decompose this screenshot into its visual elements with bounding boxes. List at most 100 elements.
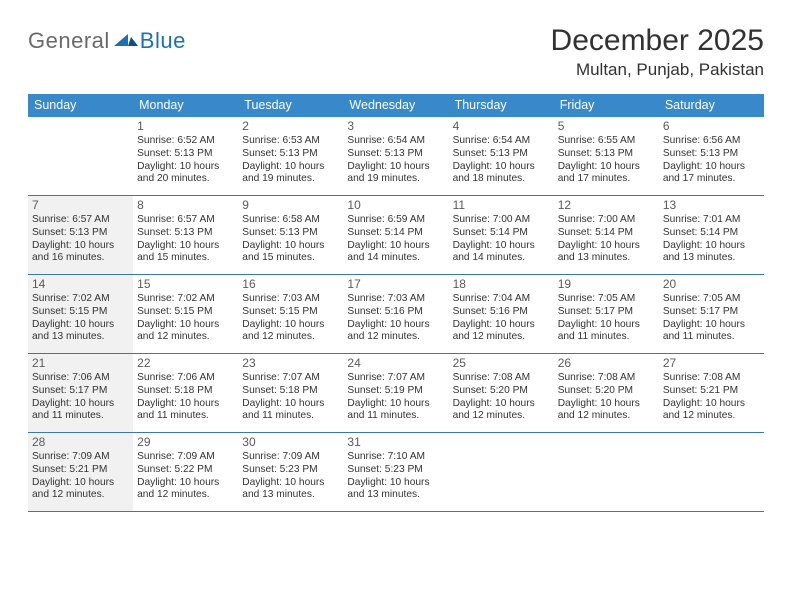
day-number: 30	[242, 435, 339, 450]
day-cell: 18Sunrise: 7:04 AMSunset: 5:16 PMDayligh…	[449, 275, 554, 353]
sunrise-text: Sunrise: 6:55 AM	[558, 135, 655, 148]
day-number: 17	[347, 277, 444, 292]
sunset-text: Sunset: 5:18 PM	[137, 385, 234, 398]
day-number: 12	[558, 198, 655, 213]
day-number: 6	[663, 119, 760, 134]
sunset-text: Sunset: 5:14 PM	[663, 227, 760, 240]
week-row: 21Sunrise: 7:06 AMSunset: 5:17 PMDayligh…	[28, 354, 764, 433]
day-cell: 4Sunrise: 6:54 AMSunset: 5:13 PMDaylight…	[449, 117, 554, 195]
day-cell: 21Sunrise: 7:06 AMSunset: 5:17 PMDayligh…	[28, 354, 133, 432]
weekday-header: Monday	[133, 94, 238, 117]
sunrise-text: Sunrise: 7:05 AM	[663, 293, 760, 306]
day-number: 26	[558, 356, 655, 371]
sunset-text: Sunset: 5:17 PM	[663, 306, 760, 319]
day-cell: 30Sunrise: 7:09 AMSunset: 5:23 PMDayligh…	[238, 433, 343, 511]
daylight-text: Daylight: 10 hours and 14 minutes.	[453, 240, 550, 266]
weeks-container: 1Sunrise: 6:52 AMSunset: 5:13 PMDaylight…	[28, 117, 764, 512]
week-row: 14Sunrise: 7:02 AMSunset: 5:15 PMDayligh…	[28, 275, 764, 354]
week-row: 1Sunrise: 6:52 AMSunset: 5:13 PMDaylight…	[28, 117, 764, 196]
day-cell: 27Sunrise: 7:08 AMSunset: 5:21 PMDayligh…	[659, 354, 764, 432]
sunrise-text: Sunrise: 7:08 AM	[558, 372, 655, 385]
sunset-text: Sunset: 5:13 PM	[663, 148, 760, 161]
daylight-text: Daylight: 10 hours and 12 minutes.	[137, 477, 234, 503]
daylight-text: Daylight: 10 hours and 17 minutes.	[558, 161, 655, 187]
sunset-text: Sunset: 5:13 PM	[453, 148, 550, 161]
sunset-text: Sunset: 5:20 PM	[453, 385, 550, 398]
daylight-text: Daylight: 10 hours and 13 minutes.	[347, 477, 444, 503]
day-number: 21	[32, 356, 129, 371]
day-cell: 17Sunrise: 7:03 AMSunset: 5:16 PMDayligh…	[343, 275, 448, 353]
day-number: 7	[32, 198, 129, 213]
day-cell: 25Sunrise: 7:08 AMSunset: 5:20 PMDayligh…	[449, 354, 554, 432]
daylight-text: Daylight: 10 hours and 12 minutes.	[32, 477, 129, 503]
day-cell	[449, 433, 554, 511]
day-number: 28	[32, 435, 129, 450]
sunset-text: Sunset: 5:13 PM	[32, 227, 129, 240]
weekday-header-row: Sunday Monday Tuesday Wednesday Thursday…	[28, 94, 764, 117]
daylight-text: Daylight: 10 hours and 11 minutes.	[558, 319, 655, 345]
day-cell: 8Sunrise: 6:57 AMSunset: 5:13 PMDaylight…	[133, 196, 238, 274]
day-number: 18	[453, 277, 550, 292]
day-cell: 14Sunrise: 7:02 AMSunset: 5:15 PMDayligh…	[28, 275, 133, 353]
day-cell: 6Sunrise: 6:56 AMSunset: 5:13 PMDaylight…	[659, 117, 764, 195]
sunset-text: Sunset: 5:15 PM	[137, 306, 234, 319]
day-cell: 1Sunrise: 6:52 AMSunset: 5:13 PMDaylight…	[133, 117, 238, 195]
day-number: 23	[242, 356, 339, 371]
sunrise-text: Sunrise: 7:07 AM	[242, 372, 339, 385]
day-number: 2	[242, 119, 339, 134]
day-cell: 10Sunrise: 6:59 AMSunset: 5:14 PMDayligh…	[343, 196, 448, 274]
weekday-header: Saturday	[659, 94, 764, 117]
sunrise-text: Sunrise: 6:59 AM	[347, 214, 444, 227]
sunrise-text: Sunrise: 7:02 AM	[137, 293, 234, 306]
sunrise-text: Sunrise: 7:02 AM	[32, 293, 129, 306]
day-cell	[554, 433, 659, 511]
daylight-text: Daylight: 10 hours and 11 minutes.	[242, 398, 339, 424]
daylight-text: Daylight: 10 hours and 12 minutes.	[347, 319, 444, 345]
day-cell: 20Sunrise: 7:05 AMSunset: 5:17 PMDayligh…	[659, 275, 764, 353]
sunset-text: Sunset: 5:14 PM	[347, 227, 444, 240]
daylight-text: Daylight: 10 hours and 11 minutes.	[663, 319, 760, 345]
sunset-text: Sunset: 5:22 PM	[137, 464, 234, 477]
day-number: 4	[453, 119, 550, 134]
sunrise-text: Sunrise: 7:06 AM	[137, 372, 234, 385]
daylight-text: Daylight: 10 hours and 12 minutes.	[558, 398, 655, 424]
day-number: 16	[242, 277, 339, 292]
title-block: December 2025 Multan, Punjab, Pakistan	[551, 24, 764, 80]
day-number: 22	[137, 356, 234, 371]
sunset-text: Sunset: 5:23 PM	[242, 464, 339, 477]
sunrise-text: Sunrise: 6:53 AM	[242, 135, 339, 148]
logo: General Blue	[28, 24, 186, 54]
sunset-text: Sunset: 5:13 PM	[137, 227, 234, 240]
weekday-header: Sunday	[28, 94, 133, 117]
sunset-text: Sunset: 5:13 PM	[242, 227, 339, 240]
daylight-text: Daylight: 10 hours and 12 minutes.	[453, 398, 550, 424]
daylight-text: Daylight: 10 hours and 13 minutes.	[663, 240, 760, 266]
daylight-text: Daylight: 10 hours and 12 minutes.	[242, 319, 339, 345]
day-number: 29	[137, 435, 234, 450]
daylight-text: Daylight: 10 hours and 11 minutes.	[347, 398, 444, 424]
daylight-text: Daylight: 10 hours and 11 minutes.	[137, 398, 234, 424]
daylight-text: Daylight: 10 hours and 16 minutes.	[32, 240, 129, 266]
sunrise-text: Sunrise: 6:57 AM	[137, 214, 234, 227]
sunrise-text: Sunrise: 6:57 AM	[32, 214, 129, 227]
sunrise-text: Sunrise: 7:00 AM	[453, 214, 550, 227]
sunset-text: Sunset: 5:21 PM	[32, 464, 129, 477]
sunset-text: Sunset: 5:13 PM	[347, 148, 444, 161]
location-label: Multan, Punjab, Pakistan	[551, 60, 764, 80]
sunrise-text: Sunrise: 7:10 AM	[347, 451, 444, 464]
day-cell: 9Sunrise: 6:58 AMSunset: 5:13 PMDaylight…	[238, 196, 343, 274]
week-row: 7Sunrise: 6:57 AMSunset: 5:13 PMDaylight…	[28, 196, 764, 275]
sunrise-text: Sunrise: 6:56 AM	[663, 135, 760, 148]
daylight-text: Daylight: 10 hours and 13 minutes.	[558, 240, 655, 266]
sunrise-text: Sunrise: 6:54 AM	[347, 135, 444, 148]
day-cell: 24Sunrise: 7:07 AMSunset: 5:19 PMDayligh…	[343, 354, 448, 432]
daylight-text: Daylight: 10 hours and 13 minutes.	[32, 319, 129, 345]
day-number: 27	[663, 356, 760, 371]
weekday-header: Wednesday	[343, 94, 448, 117]
sunset-text: Sunset: 5:14 PM	[558, 227, 655, 240]
calendar-grid: Sunday Monday Tuesday Wednesday Thursday…	[28, 94, 764, 512]
sunset-text: Sunset: 5:17 PM	[558, 306, 655, 319]
sunrise-text: Sunrise: 6:52 AM	[137, 135, 234, 148]
daylight-text: Daylight: 10 hours and 11 minutes.	[32, 398, 129, 424]
week-row: 28Sunrise: 7:09 AMSunset: 5:21 PMDayligh…	[28, 433, 764, 512]
